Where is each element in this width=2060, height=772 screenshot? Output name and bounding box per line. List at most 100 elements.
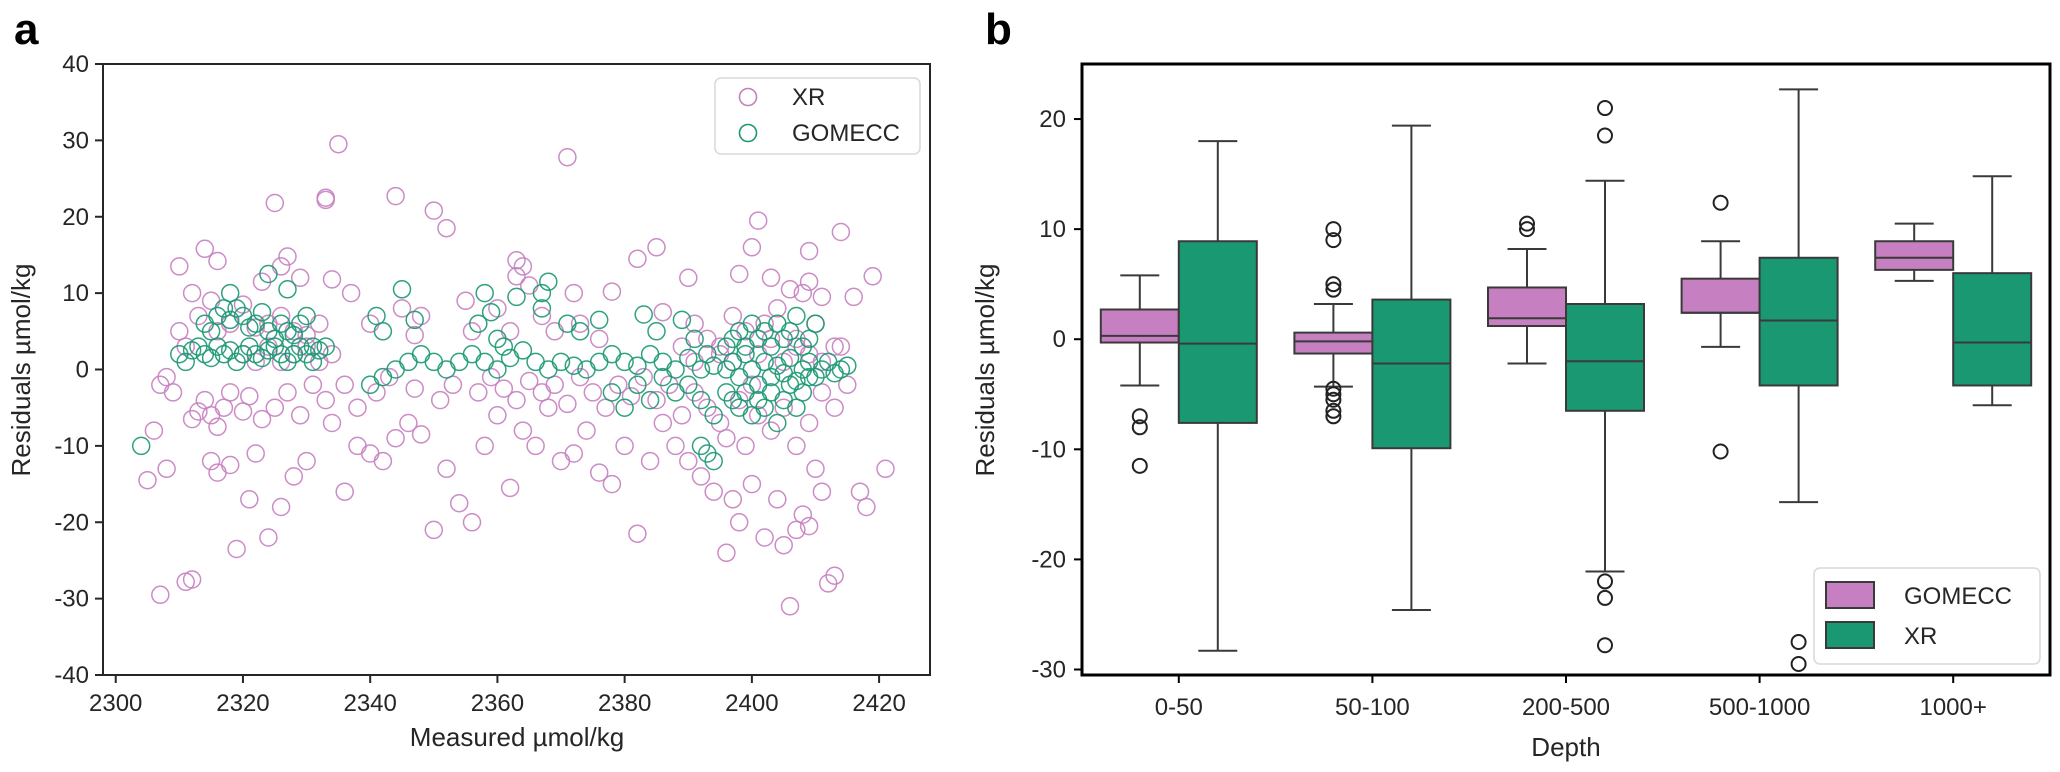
scatter-point-xr [558, 147, 577, 167]
scatter-point-xr [647, 238, 666, 257]
scatter-point-xr [189, 306, 208, 326]
box-gomecc-500-1000 [1680, 194, 1761, 460]
boxplot-panel: -30 -20 -10 0 10 20 0-50 50-100 200-500 500-1000… [970, 62, 2052, 762]
x-tick-label: 2340 [343, 690, 396, 717]
scatter-point-xr [863, 267, 882, 286]
scatter-point-xr [659, 375, 679, 395]
scatter-point-gomecc [297, 344, 316, 364]
iqr-box [1177, 240, 1258, 424]
iqr-box [1371, 298, 1452, 450]
scatter-point-xr [182, 283, 202, 303]
y-tick-label: 20 [1039, 106, 1066, 133]
iqr-box [1487, 286, 1567, 328]
x-tick-label: 2400 [725, 690, 778, 717]
scatter-point-gomecc [672, 310, 692, 330]
scatter-point-gomecc [195, 344, 215, 364]
y-tick-label: -30 [1031, 656, 1066, 683]
scatter-point-xr [768, 299, 787, 318]
scatter-point-xr [348, 436, 367, 456]
scatter-point-xr [411, 306, 431, 326]
scatter-point-xr [507, 390, 526, 410]
scatter-legend: XR GOMECC [714, 77, 921, 155]
scatter-point-xr [755, 528, 774, 547]
scatter-point-gomecc [551, 352, 571, 372]
scatter-point-xr [513, 421, 533, 440]
iqr-box [1099, 308, 1180, 344]
scatter-point-xr [437, 218, 456, 238]
scatter-point-gomecc [201, 322, 221, 341]
scatter-point-gomecc [214, 299, 234, 318]
iqr-box [1952, 272, 2033, 387]
scatter-point-gomecc [768, 314, 787, 333]
scatter-point-gomecc [768, 413, 787, 433]
scatter-point-xr [748, 211, 768, 230]
y-tick-label: -20 [1031, 546, 1066, 573]
scatter-point-gomecc [761, 383, 781, 402]
outlier-point [1325, 391, 1342, 408]
scatter-point-xr [290, 268, 310, 288]
scatter-point-gomecc [131, 436, 151, 456]
scatter-point-xr [405, 325, 424, 345]
scatter-point-xr [430, 390, 450, 410]
scatter-point-xr [278, 383, 297, 402]
scatter-point-xr [240, 490, 259, 509]
scatter-point-gomecc [252, 302, 272, 322]
scatter-point-gomecc [698, 344, 717, 364]
scatter-point-xr [729, 513, 749, 532]
scatter-point-xr [685, 383, 704, 402]
outlier-point [1325, 380, 1342, 397]
y-tick-label: 0 [76, 357, 89, 384]
scatter-y-axis-label: Residuals µmol/kg [6, 264, 36, 477]
scatter-point-xr [170, 322, 189, 341]
scatter-point-gomecc [602, 383, 622, 402]
box-gomecc-50-100 [1293, 221, 1374, 425]
scatter-y-axis: -40 -30 -20 -10 0 10 20 30 40 [54, 51, 103, 689]
scatter-point-xr [679, 451, 698, 471]
scatter-point-xr [322, 344, 342, 364]
scatter-point-gomecc [303, 352, 323, 372]
scatter-point-gomecc [780, 348, 800, 368]
scatter-point-xr [628, 249, 647, 269]
scatter-point-gomecc [615, 398, 634, 417]
outlier-point [1597, 573, 1613, 590]
scatter-point-gomecc [532, 283, 552, 303]
outlier-point [1325, 408, 1342, 425]
scatter-point-xr [831, 222, 851, 242]
boxplot-legend: GOMECC XR [1813, 567, 2041, 665]
scatter-point-xr [774, 535, 793, 555]
scatter-point-xr [411, 425, 431, 444]
scatter-x-axis: 2300 2320 2340 2360 2380 2400 2420 [89, 675, 906, 717]
scatter-point-xr [742, 238, 762, 257]
scatter-point-gomecc [838, 356, 857, 375]
scatter-point-xr [812, 482, 832, 501]
scatter-point-gomecc [500, 348, 520, 368]
scatter-point-xr [201, 291, 221, 311]
scatter-point-xr [640, 451, 660, 471]
scatter-point-gomecc [386, 360, 405, 379]
scatter-point-gomecc [787, 306, 806, 326]
scatter-point-xr [717, 543, 736, 563]
scatter-point-gomecc [539, 360, 558, 379]
y-tick-label: -40 [54, 662, 89, 689]
scatter-point-gomecc [195, 314, 215, 333]
scatter-point-gomecc [787, 398, 806, 417]
scatter-point-xr [297, 451, 316, 471]
scatter-point-xr [220, 455, 240, 475]
scatter-point-gomecc [755, 398, 774, 417]
scatter-point-xr [787, 520, 806, 540]
scatter-point-gomecc [201, 348, 221, 368]
outlier-point [1597, 637, 1613, 654]
scatter-point-xr [583, 383, 603, 402]
scatter-point-gomecc [589, 310, 609, 330]
scatter-point-xr [812, 383, 832, 402]
scatter-point-gomecc [220, 310, 240, 330]
scatter-point-xr [691, 467, 711, 486]
scatter-point-gomecc [284, 325, 304, 345]
boxplot-y-axis: -30 -20 -10 0 10 20 [1031, 106, 1082, 683]
box-gomecc-0-50 [1099, 274, 1180, 474]
scatter-point-gomecc [449, 352, 469, 372]
outlier-point [1519, 215, 1535, 232]
scatter-point-gomecc [666, 383, 685, 402]
scatter-point-xr [615, 436, 634, 456]
